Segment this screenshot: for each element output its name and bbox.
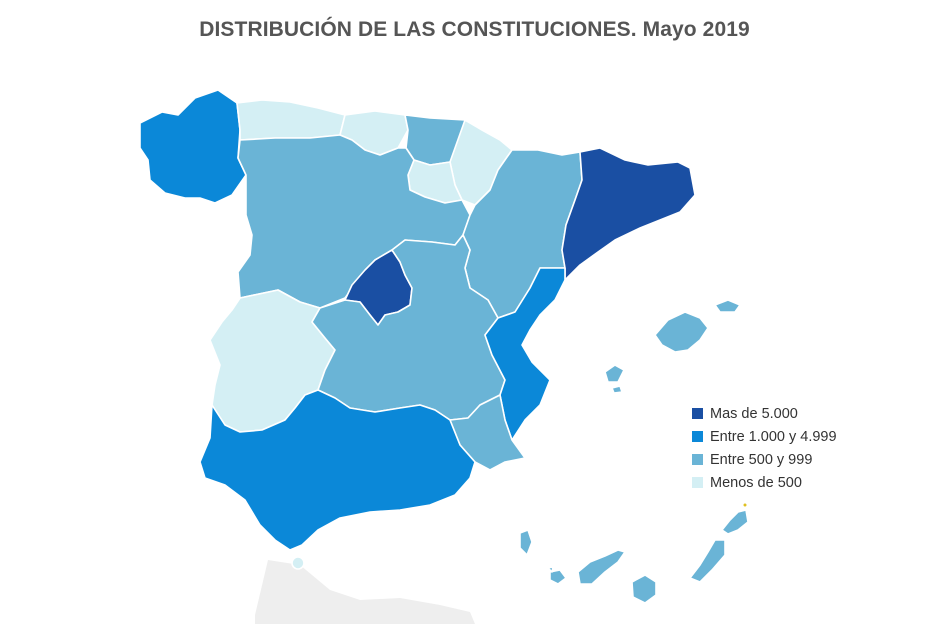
legend-swatch bbox=[692, 454, 703, 465]
region-murcia: Murcia bbox=[449, 394, 526, 471]
legend-item: Mas de 5.000 bbox=[692, 402, 837, 425]
region-islas-baleares-ibiza: Islas Baleares bbox=[604, 364, 625, 383]
legend-item: Entre 500 y 999 bbox=[692, 448, 837, 471]
region-islas-canarias-la-palma: Islas Canarias bbox=[519, 529, 533, 556]
region-asturias: Asturias bbox=[236, 99, 346, 141]
ceuta-marker bbox=[291, 556, 305, 570]
region-islas-baleares-menorca: Islas Baleares bbox=[714, 299, 741, 313]
region-islas-canarias-gran-canaria: Islas Canarias bbox=[631, 574, 657, 604]
region-islas-baleares-formentera: Islas Baleares bbox=[611, 385, 623, 394]
legend-swatch bbox=[692, 477, 703, 488]
legend-item: Entre 1.000 y 4.999 bbox=[692, 425, 837, 448]
region-islas-canarias-tenerife: Islas Canarias bbox=[577, 549, 626, 585]
region-cataluna: Cataluña bbox=[561, 147, 696, 281]
region-comunidad-valenciana: Comunidad Valenciana bbox=[484, 267, 566, 441]
region-islas-baleares-mallorca: Islas Baleares bbox=[654, 311, 709, 353]
region-islas-canarias-el-hierro: Islas Canarias bbox=[549, 569, 567, 585]
legend-label: Entre 500 y 999 bbox=[710, 451, 813, 468]
north-africa-land bbox=[255, 560, 475, 624]
legend-item: Menos de 500 bbox=[692, 471, 837, 494]
map-title: DISTRIBUCIÓN DE LAS CONSTITUCIONES. Mayo… bbox=[199, 18, 750, 41]
alboran-dot bbox=[743, 503, 747, 507]
region-islas-canarias-la-gomera: Islas Canarias bbox=[547, 566, 554, 573]
region-andalucia: Andalucía bbox=[199, 389, 476, 551]
legend-label: Mas de 5.000 bbox=[710, 405, 798, 422]
legend-swatch bbox=[692, 431, 703, 442]
map-legend: Mas de 5.000 Entre 1.000 y 4.999 Entre 5… bbox=[692, 402, 837, 494]
legend-label: Menos de 500 bbox=[710, 474, 802, 491]
region-islas-canarias-lanzarote: Islas Canarias bbox=[721, 509, 749, 535]
legend-swatch bbox=[692, 408, 703, 419]
legend-label: Entre 1.000 y 4.999 bbox=[710, 428, 837, 445]
region-islas-canarias-fuerteventura: Islas Canarias bbox=[689, 539, 726, 583]
region-galicia: Galicia bbox=[139, 89, 247, 204]
